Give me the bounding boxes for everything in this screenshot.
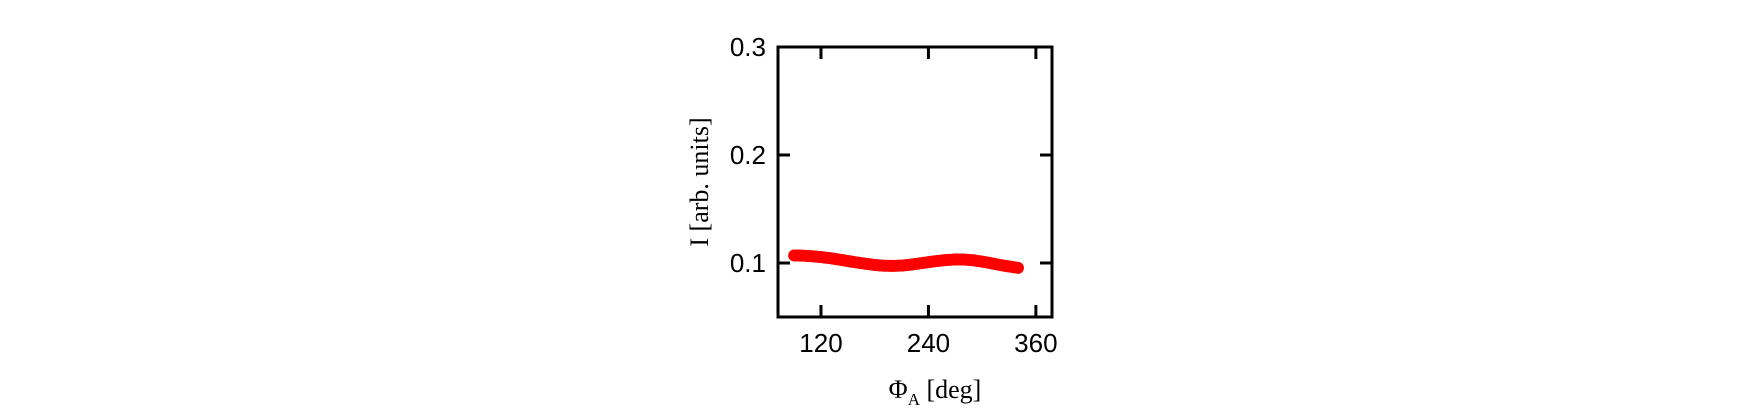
y-tick-label: 0.3 [730,32,766,62]
x-axis-label: ΦA [deg] [889,375,982,409]
x-axis-label-symbol: Φ [889,375,908,404]
data-point [1011,261,1024,274]
x-tick-label: 120 [799,328,842,358]
ticks [778,45,1052,317]
y-tick-label: 0.2 [730,140,766,170]
x-axis-label-subscript: A [908,390,921,409]
tick-labels: 120 240 360 0.1 0.2 0.3 [730,32,1058,358]
x-tick-label: 360 [1014,328,1057,358]
y-tick-label: 0.1 [730,248,766,278]
x-axis-label-unit: [deg] [920,375,981,404]
y-axis-label: I [arb. units] [685,117,714,246]
plot-frame [776,45,1054,319]
x-tick-label: 240 [907,328,950,358]
data-points [788,249,1024,274]
